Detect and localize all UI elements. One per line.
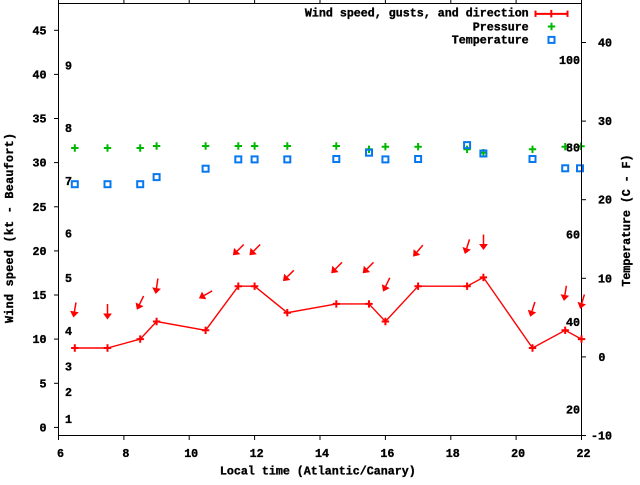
svg-text:0: 0 bbox=[598, 351, 605, 365]
svg-text:Temperature: Temperature bbox=[452, 34, 529, 48]
svg-text:5: 5 bbox=[40, 377, 47, 391]
svg-text:30: 30 bbox=[598, 115, 612, 129]
svg-text:9: 9 bbox=[65, 59, 72, 73]
svg-text:45: 45 bbox=[33, 24, 47, 38]
svg-text:16: 16 bbox=[380, 447, 394, 461]
svg-text:6: 6 bbox=[65, 228, 72, 242]
svg-text:8: 8 bbox=[65, 122, 72, 136]
svg-text:20: 20 bbox=[598, 194, 612, 208]
svg-text:5: 5 bbox=[65, 272, 72, 286]
svg-text:15: 15 bbox=[33, 289, 47, 303]
svg-text:Pressure: Pressure bbox=[473, 21, 529, 35]
svg-text:30: 30 bbox=[33, 157, 47, 171]
svg-text:22: 22 bbox=[577, 447, 591, 461]
svg-text:-10: -10 bbox=[591, 430, 612, 444]
svg-text:Wind speed, gusts, and directi: Wind speed, gusts, and direction bbox=[305, 7, 529, 21]
svg-text:Temperature (C - F): Temperature (C - F) bbox=[620, 155, 634, 287]
svg-text:7: 7 bbox=[65, 175, 72, 189]
svg-text:2: 2 bbox=[65, 386, 72, 400]
svg-text:4: 4 bbox=[65, 325, 72, 339]
svg-text:10: 10 bbox=[598, 272, 612, 286]
svg-text:40: 40 bbox=[33, 68, 47, 82]
svg-text:8: 8 bbox=[122, 447, 129, 461]
svg-text:14: 14 bbox=[315, 447, 329, 461]
svg-text:80: 80 bbox=[566, 141, 580, 155]
svg-text:10: 10 bbox=[33, 333, 47, 347]
svg-text:1: 1 bbox=[65, 413, 72, 427]
svg-text:40: 40 bbox=[566, 316, 580, 330]
svg-text:Local time (Atlantic/Canary): Local time (Atlantic/Canary) bbox=[220, 465, 416, 479]
svg-text:3: 3 bbox=[65, 360, 72, 374]
svg-text:18: 18 bbox=[446, 447, 460, 461]
svg-text:25: 25 bbox=[33, 201, 47, 215]
svg-text:100: 100 bbox=[559, 54, 580, 68]
svg-text:6: 6 bbox=[57, 447, 64, 461]
svg-text:35: 35 bbox=[33, 113, 47, 127]
svg-text:20: 20 bbox=[33, 245, 47, 259]
svg-text:0: 0 bbox=[40, 421, 47, 435]
svg-text:20: 20 bbox=[566, 403, 580, 417]
svg-text:60: 60 bbox=[566, 229, 580, 243]
svg-text:20: 20 bbox=[511, 447, 525, 461]
svg-text:12: 12 bbox=[250, 447, 264, 461]
svg-text:40: 40 bbox=[598, 37, 612, 51]
svg-text:Wind speed (kt - Beaufort): Wind speed (kt - Beaufort) bbox=[3, 133, 17, 323]
svg-text:10: 10 bbox=[184, 447, 198, 461]
